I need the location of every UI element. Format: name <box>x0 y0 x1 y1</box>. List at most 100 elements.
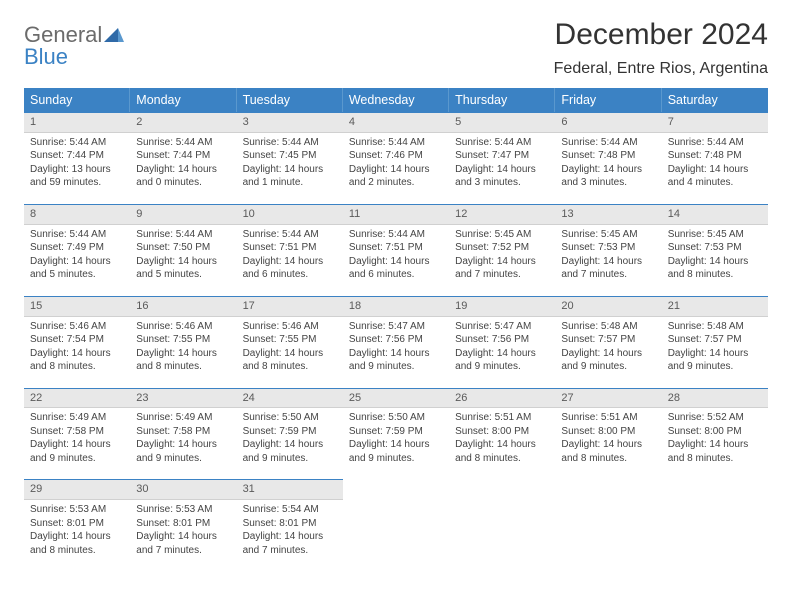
day-d2: and 7 minutes. <box>243 544 337 558</box>
day-d1: Daylight: 14 hours <box>243 530 337 544</box>
day-cell: 28Sunrise: 5:52 AMSunset: 8:00 PMDayligh… <box>662 388 768 470</box>
day-d2: and 8 minutes. <box>668 268 762 282</box>
day-d2: and 8 minutes. <box>243 360 337 374</box>
day-d2: and 8 minutes. <box>136 360 230 374</box>
day-sunset: Sunset: 7:51 PM <box>243 241 337 255</box>
day-body: Sunrise: 5:47 AMSunset: 7:56 PMDaylight:… <box>343 317 449 378</box>
day-sunset: Sunset: 7:56 PM <box>349 333 443 347</box>
day-d1: Daylight: 14 hours <box>243 255 337 269</box>
day-sunset: Sunset: 7:57 PM <box>561 333 655 347</box>
empty-cell <box>343 479 449 561</box>
day-number: 18 <box>343 296 449 317</box>
day-cell: 27Sunrise: 5:51 AMSunset: 8:00 PMDayligh… <box>555 388 661 470</box>
day-body: Sunrise: 5:44 AMSunset: 7:51 PMDaylight:… <box>343 225 449 286</box>
day-d2: and 7 minutes. <box>136 544 230 558</box>
day-body: Sunrise: 5:44 AMSunset: 7:51 PMDaylight:… <box>237 225 343 286</box>
day-sunrise: Sunrise: 5:44 AM <box>349 228 443 242</box>
day-d2: and 1 minute. <box>243 176 337 190</box>
day-body: Sunrise: 5:44 AMSunset: 7:49 PMDaylight:… <box>24 225 130 286</box>
day-sunrise: Sunrise: 5:44 AM <box>30 228 124 242</box>
day-number: 6 <box>555 112 661 133</box>
day-sunrise: Sunrise: 5:44 AM <box>136 136 230 150</box>
day-sunrise: Sunrise: 5:46 AM <box>136 320 230 334</box>
day-sunrise: Sunrise: 5:44 AM <box>455 136 549 150</box>
day-sunset: Sunset: 7:53 PM <box>561 241 655 255</box>
day-cell: 16Sunrise: 5:46 AMSunset: 7:55 PMDayligh… <box>130 296 236 378</box>
day-body: Sunrise: 5:44 AMSunset: 7:45 PMDaylight:… <box>237 133 343 194</box>
day-d2: and 4 minutes. <box>668 176 762 190</box>
day-sunset: Sunset: 7:50 PM <box>136 241 230 255</box>
day-d2: and 9 minutes. <box>243 452 337 466</box>
day-cell: 30Sunrise: 5:53 AMSunset: 8:01 PMDayligh… <box>130 479 236 561</box>
day-d1: Daylight: 14 hours <box>136 163 230 177</box>
day-sunrise: Sunrise: 5:44 AM <box>668 136 762 150</box>
day-sunset: Sunset: 7:44 PM <box>136 149 230 163</box>
day-body: Sunrise: 5:44 AMSunset: 7:44 PMDaylight:… <box>130 133 236 194</box>
day-header-tuesday: Tuesday <box>237 88 343 112</box>
day-number: 16 <box>130 296 236 317</box>
day-cell: 5Sunrise: 5:44 AMSunset: 7:47 PMDaylight… <box>449 112 555 194</box>
day-d1: Daylight: 14 hours <box>136 347 230 361</box>
day-cell: 26Sunrise: 5:51 AMSunset: 8:00 PMDayligh… <box>449 388 555 470</box>
day-sunset: Sunset: 7:56 PM <box>455 333 549 347</box>
day-sunrise: Sunrise: 5:47 AM <box>349 320 443 334</box>
day-cell: 25Sunrise: 5:50 AMSunset: 7:59 PMDayligh… <box>343 388 449 470</box>
day-cell: 7Sunrise: 5:44 AMSunset: 7:48 PMDaylight… <box>662 112 768 194</box>
day-number: 23 <box>130 388 236 409</box>
day-d1: Daylight: 14 hours <box>455 163 549 177</box>
day-header-thursday: Thursday <box>449 88 555 112</box>
day-d1: Daylight: 14 hours <box>349 163 443 177</box>
day-number: 15 <box>24 296 130 317</box>
logo: General Blue <box>24 18 124 68</box>
week-row: 1Sunrise: 5:44 AMSunset: 7:44 PMDaylight… <box>24 112 768 194</box>
day-sunset: Sunset: 7:46 PM <box>349 149 443 163</box>
empty-cell <box>555 479 661 561</box>
day-sunset: Sunset: 7:48 PM <box>668 149 762 163</box>
day-number: 22 <box>24 388 130 409</box>
day-header-wednesday: Wednesday <box>343 88 449 112</box>
day-d2: and 5 minutes. <box>136 268 230 282</box>
day-body: Sunrise: 5:44 AMSunset: 7:47 PMDaylight:… <box>449 133 555 194</box>
day-d1: Daylight: 14 hours <box>668 347 762 361</box>
day-d2: and 6 minutes. <box>349 268 443 282</box>
day-d2: and 9 minutes. <box>349 452 443 466</box>
day-d2: and 0 minutes. <box>136 176 230 190</box>
day-sunrise: Sunrise: 5:44 AM <box>561 136 655 150</box>
day-number: 10 <box>237 204 343 225</box>
day-d2: and 8 minutes. <box>455 452 549 466</box>
day-cell: 14Sunrise: 5:45 AMSunset: 7:53 PMDayligh… <box>662 204 768 286</box>
day-d2: and 9 minutes. <box>668 360 762 374</box>
day-cell: 31Sunrise: 5:54 AMSunset: 8:01 PMDayligh… <box>237 479 343 561</box>
day-d1: Daylight: 13 hours <box>30 163 124 177</box>
day-d2: and 8 minutes. <box>561 452 655 466</box>
day-body: Sunrise: 5:49 AMSunset: 7:58 PMDaylight:… <box>130 408 236 469</box>
day-d2: and 59 minutes. <box>30 176 124 190</box>
day-body: Sunrise: 5:46 AMSunset: 7:55 PMDaylight:… <box>237 317 343 378</box>
day-d1: Daylight: 14 hours <box>243 163 337 177</box>
day-d1: Daylight: 14 hours <box>349 438 443 452</box>
day-number: 5 <box>449 112 555 133</box>
day-d2: and 9 minutes. <box>136 452 230 466</box>
day-sunrise: Sunrise: 5:44 AM <box>136 228 230 242</box>
day-sunset: Sunset: 8:01 PM <box>30 517 124 531</box>
day-sunset: Sunset: 7:58 PM <box>30 425 124 439</box>
day-cell: 21Sunrise: 5:48 AMSunset: 7:57 PMDayligh… <box>662 296 768 378</box>
day-number: 4 <box>343 112 449 133</box>
day-body: Sunrise: 5:53 AMSunset: 8:01 PMDaylight:… <box>130 500 236 561</box>
day-sunset: Sunset: 7:49 PM <box>30 241 124 255</box>
day-sunrise: Sunrise: 5:46 AM <box>30 320 124 334</box>
day-sunset: Sunset: 7:51 PM <box>349 241 443 255</box>
day-sunset: Sunset: 8:01 PM <box>243 517 337 531</box>
day-number: 2 <box>130 112 236 133</box>
day-sunset: Sunset: 8:00 PM <box>455 425 549 439</box>
day-d1: Daylight: 14 hours <box>30 347 124 361</box>
day-sunrise: Sunrise: 5:53 AM <box>136 503 230 517</box>
day-d1: Daylight: 14 hours <box>561 347 655 361</box>
day-number: 25 <box>343 388 449 409</box>
day-header-friday: Friday <box>555 88 661 112</box>
day-body: Sunrise: 5:51 AMSunset: 8:00 PMDaylight:… <box>555 408 661 469</box>
day-body: Sunrise: 5:48 AMSunset: 7:57 PMDaylight:… <box>555 317 661 378</box>
day-sunrise: Sunrise: 5:51 AM <box>561 411 655 425</box>
day-d1: Daylight: 14 hours <box>136 530 230 544</box>
day-number: 26 <box>449 388 555 409</box>
